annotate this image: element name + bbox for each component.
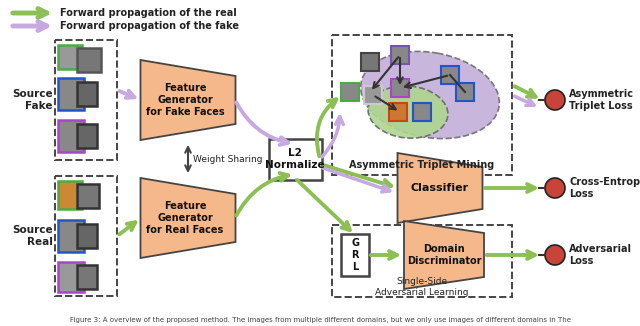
Text: Forward propagation of the fake: Forward propagation of the fake — [60, 21, 239, 31]
FancyBboxPatch shape — [77, 82, 97, 106]
Text: Asymmetric Triplet Mining: Asymmetric Triplet Mining — [349, 160, 495, 170]
FancyBboxPatch shape — [58, 220, 84, 252]
FancyBboxPatch shape — [341, 234, 369, 276]
FancyBboxPatch shape — [391, 46, 409, 64]
FancyBboxPatch shape — [58, 262, 84, 292]
Text: Domain
Discriminator: Domain Discriminator — [407, 244, 481, 266]
Text: Asymmetric
Triplet Loss: Asymmetric Triplet Loss — [569, 89, 634, 111]
FancyBboxPatch shape — [77, 124, 97, 148]
Polygon shape — [404, 221, 484, 289]
Circle shape — [545, 245, 565, 265]
FancyBboxPatch shape — [77, 224, 97, 248]
FancyBboxPatch shape — [456, 83, 474, 101]
Text: Adversarial
Loss: Adversarial Loss — [569, 244, 632, 266]
Polygon shape — [141, 178, 236, 258]
Text: Cross-Entropy
Loss: Cross-Entropy Loss — [569, 177, 640, 199]
Text: Forward propagation of the real: Forward propagation of the real — [60, 8, 237, 18]
Text: Single-Side
Adversarial Learning: Single-Side Adversarial Learning — [375, 277, 468, 297]
FancyBboxPatch shape — [77, 265, 97, 289]
FancyBboxPatch shape — [413, 103, 431, 121]
FancyBboxPatch shape — [341, 83, 359, 101]
Ellipse shape — [368, 86, 448, 138]
FancyBboxPatch shape — [77, 48, 101, 72]
Polygon shape — [397, 153, 483, 223]
FancyBboxPatch shape — [364, 86, 382, 104]
FancyBboxPatch shape — [361, 53, 379, 71]
Text: Weight Sharing: Weight Sharing — [193, 155, 262, 164]
Ellipse shape — [361, 52, 499, 139]
FancyBboxPatch shape — [58, 120, 84, 152]
Circle shape — [545, 178, 565, 198]
Text: Figure 3: A overview of the proposed method. The images from multiple different : Figure 3: A overview of the proposed met… — [70, 317, 570, 323]
Text: Source
Real: Source Real — [12, 225, 53, 247]
Text: Feature
Generator
for Fake Faces: Feature Generator for Fake Faces — [146, 83, 224, 117]
FancyBboxPatch shape — [269, 139, 321, 180]
Text: L2
Normalize: L2 Normalize — [265, 148, 325, 170]
Polygon shape — [141, 60, 236, 140]
FancyBboxPatch shape — [58, 78, 84, 110]
FancyBboxPatch shape — [391, 79, 409, 97]
FancyBboxPatch shape — [58, 181, 82, 209]
FancyBboxPatch shape — [77, 184, 99, 208]
Text: G
R
L: G R L — [351, 238, 359, 272]
FancyBboxPatch shape — [58, 45, 82, 69]
Text: Source
Fake: Source Fake — [12, 89, 53, 111]
Circle shape — [545, 90, 565, 110]
FancyBboxPatch shape — [441, 66, 459, 84]
FancyBboxPatch shape — [389, 103, 407, 121]
Text: Classifier: Classifier — [411, 183, 469, 193]
Text: Feature
Generator
for Real Faces: Feature Generator for Real Faces — [147, 201, 223, 235]
